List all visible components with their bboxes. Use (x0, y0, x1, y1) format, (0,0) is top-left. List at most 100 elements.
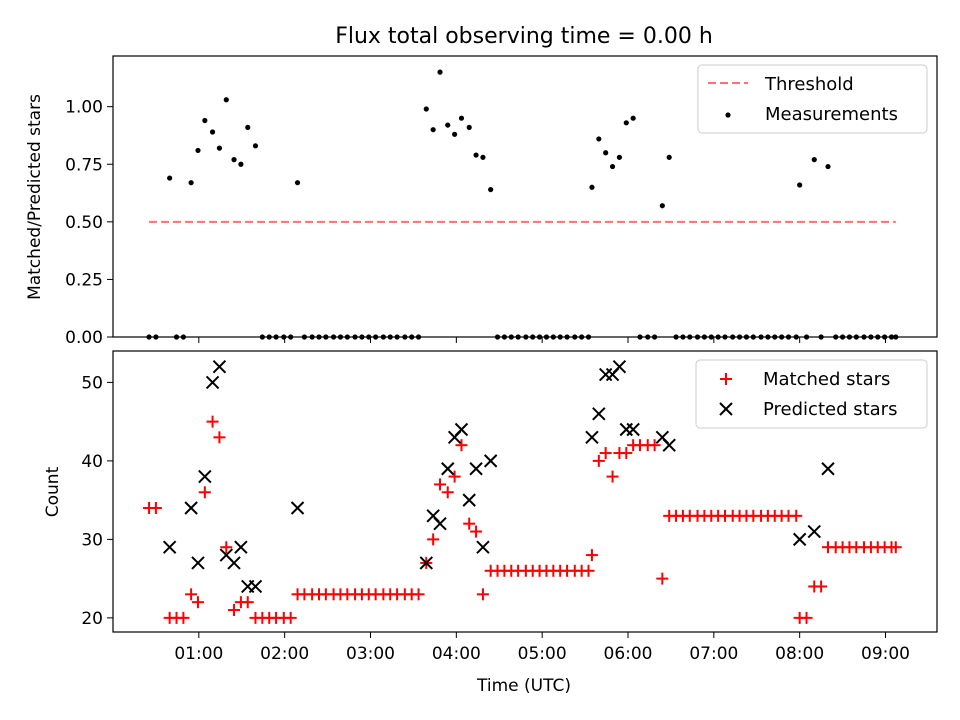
bottom-xtick-label: 06:00 (604, 644, 653, 664)
predicted-stars-point (290, 501, 305, 515)
predicted-stars-point (454, 422, 469, 437)
top-panel: 0.00 0.25 0.50 0.75 1.00 Matched/Predicted s… (25, 55, 938, 348)
bottom-xtick-label: 01:00 (174, 644, 223, 664)
bottom-xtick-label: 07:00 (689, 644, 738, 664)
bottom-ytick-label: 40 (81, 452, 103, 472)
figure-title: Flux total observing time = 0.00 h (335, 24, 713, 49)
matched-stars-point (648, 439, 661, 452)
bottom-legend: Matched stars Predicted stars (695, 359, 928, 429)
bottom-ytick-label: 30 (81, 530, 103, 550)
measurements-point (445, 122, 451, 128)
bottom-xtick-label: 05:00 (518, 644, 567, 664)
matched-stars-point (185, 588, 198, 601)
bottom-xlabel: Time (UTC) (476, 676, 571, 696)
matched-stars-point (206, 415, 219, 428)
top-ytick-label: 0.50 (65, 213, 103, 233)
matched-stars-point (441, 486, 454, 499)
measurements-point (423, 106, 429, 112)
threshold-legend-label: Threshold (764, 74, 854, 95)
bottom-ytick-label: 50 (81, 373, 103, 393)
measurements-point (458, 115, 465, 121)
measurements-point (167, 175, 173, 181)
measurements-point (294, 180, 301, 186)
predicted-stars-point (476, 540, 490, 554)
matched-stars-point (582, 564, 595, 577)
bottom-xtick-label: 03:00 (346, 644, 395, 664)
matched-legend-swatch (720, 373, 732, 385)
top-ytick-label: 0.00 (65, 328, 103, 348)
top-legend: Threshold Measurements (697, 64, 928, 134)
predicted-stars-point (162, 540, 177, 554)
measurements-point (616, 154, 623, 160)
predicted-stars-point (807, 524, 821, 539)
top-ytick-label: 1.00 (65, 98, 103, 118)
measurements-point (252, 143, 259, 149)
matched-stars-point (790, 509, 803, 522)
measurements-point (797, 182, 803, 188)
measurements-point (630, 115, 636, 121)
measurements-legend-label: Measurements (765, 104, 898, 125)
measurements-point (245, 124, 251, 131)
bottom-xticks: 01:00 02:00 03:00 04:00 05:00 06:00 07:00 08:00… (174, 632, 910, 664)
predicted-stars-point (462, 493, 476, 507)
predicted-stars-point (469, 462, 483, 476)
matched-stars-point (889, 541, 902, 554)
top-legend-box (697, 64, 928, 134)
bottom-xtick-label: 08:00 (775, 644, 824, 664)
bottom-ytick-label: 20 (81, 609, 103, 629)
matched-stars-point (448, 470, 461, 483)
matched-stars-point (284, 611, 297, 624)
predicted-legend-swatch (719, 402, 733, 416)
measurements-point (596, 136, 602, 142)
top-ytick-label: 0.75 (65, 155, 103, 175)
matched-stars-point (815, 580, 828, 593)
predicted-stars-point (612, 359, 627, 374)
measurements-point (430, 127, 436, 133)
predicted-stars-point (662, 438, 676, 452)
predicted-stars-point (198, 469, 212, 484)
measurements-point (223, 97, 229, 103)
measurements-point (603, 150, 609, 156)
bottom-legend-box (695, 359, 928, 429)
top-yticks: 0.00 0.25 0.50 0.75 1.00 (65, 98, 113, 348)
bottom-xtick-label: 09:00 (861, 644, 910, 664)
measurements-point (811, 157, 817, 163)
matched-stars-point (599, 447, 612, 460)
bottom-points-layer (143, 359, 902, 624)
measurements-point (466, 124, 472, 131)
predicted-stars-point (212, 359, 227, 374)
measurements-point (666, 154, 672, 160)
matched-stars-point (434, 478, 447, 491)
matched-stars-point (427, 533, 440, 546)
measurements-point (195, 147, 201, 154)
bottom-axes-frame (112, 350, 938, 633)
predicted-legend-label: Predicted stars (763, 399, 897, 420)
top-ytick-label: 0.25 (65, 270, 103, 290)
predicted-stars-point (441, 462, 455, 476)
top-axes-frame (112, 55, 938, 338)
matched-stars-point (620, 447, 633, 460)
bottom-xtick-label: 04:00 (432, 644, 481, 664)
bottom-ylabel: Count (43, 466, 63, 517)
bottom-yticks: 20 30 40 50 (81, 373, 113, 629)
predicted-stars-point (227, 556, 241, 570)
predicted-stars-point (592, 407, 606, 421)
predicted-stars-point (433, 516, 447, 531)
matched-stars-point (800, 611, 813, 624)
predicted-stars-point (234, 540, 248, 554)
bottom-xtick-label: 02:00 (260, 644, 309, 664)
measurements-point (473, 152, 479, 158)
matched-stars-point (470, 525, 483, 538)
top-ylabel: Matched/Predicted stars (25, 94, 45, 300)
measurements-legend-swatch (725, 112, 731, 118)
predicted-stars-point (619, 422, 633, 437)
measurements-point (589, 184, 595, 190)
measurements-point (488, 186, 494, 193)
measurements-point (623, 120, 629, 126)
measurements-point (209, 129, 216, 135)
matched-legend-label: Matched stars (763, 369, 890, 390)
matched-stars-point (213, 431, 226, 444)
measurements-point (480, 154, 486, 160)
